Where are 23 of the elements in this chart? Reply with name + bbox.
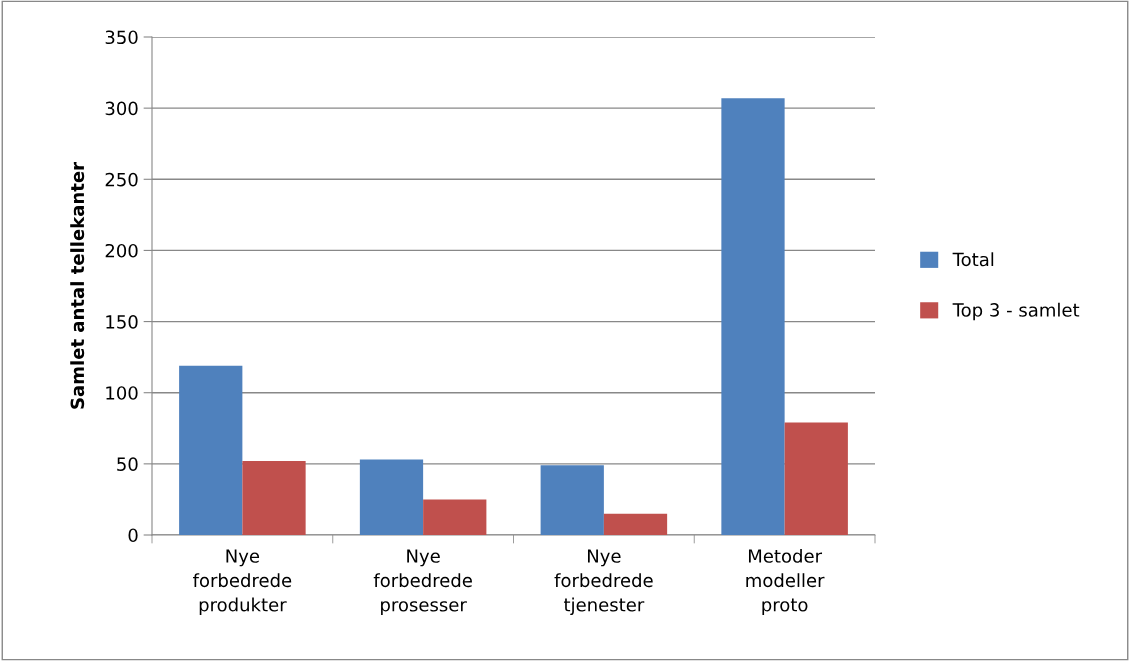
- y-tick-label: 100: [106, 386, 138, 400]
- bar: [784, 422, 848, 535]
- bar: [721, 98, 785, 535]
- x-tick-label: Nye forbedrede tjenester: [554, 549, 653, 616]
- legend-label: Total: [952, 252, 994, 267]
- y-tick-label: 0: [128, 528, 138, 543]
- x-tick-label: Metoder modeller proto: [746, 548, 825, 616]
- legend-label: Top 3 - samlet: [952, 302, 1080, 321]
- y-tick-label: 150: [106, 315, 138, 329]
- bar: [242, 461, 306, 535]
- y-tick-label: 200: [105, 243, 138, 258]
- y-axis-title: Samlet antal tellekanter: [70, 162, 85, 409]
- y-tick-label: 300: [105, 101, 138, 116]
- bar: [359, 459, 424, 535]
- bar: [423, 499, 487, 535]
- y-tick-label: 250: [105, 172, 138, 187]
- bar: [179, 365, 243, 535]
- y-tick-label: 50: [117, 457, 138, 471]
- y-tick-label: 350: [105, 30, 138, 45]
- x-tick-label: Nye forbedrede prosesser: [373, 549, 472, 616]
- bar: [603, 513, 668, 535]
- bar: [540, 465, 604, 535]
- x-tick-label: Nye forbedrede produkter: [193, 549, 292, 616]
